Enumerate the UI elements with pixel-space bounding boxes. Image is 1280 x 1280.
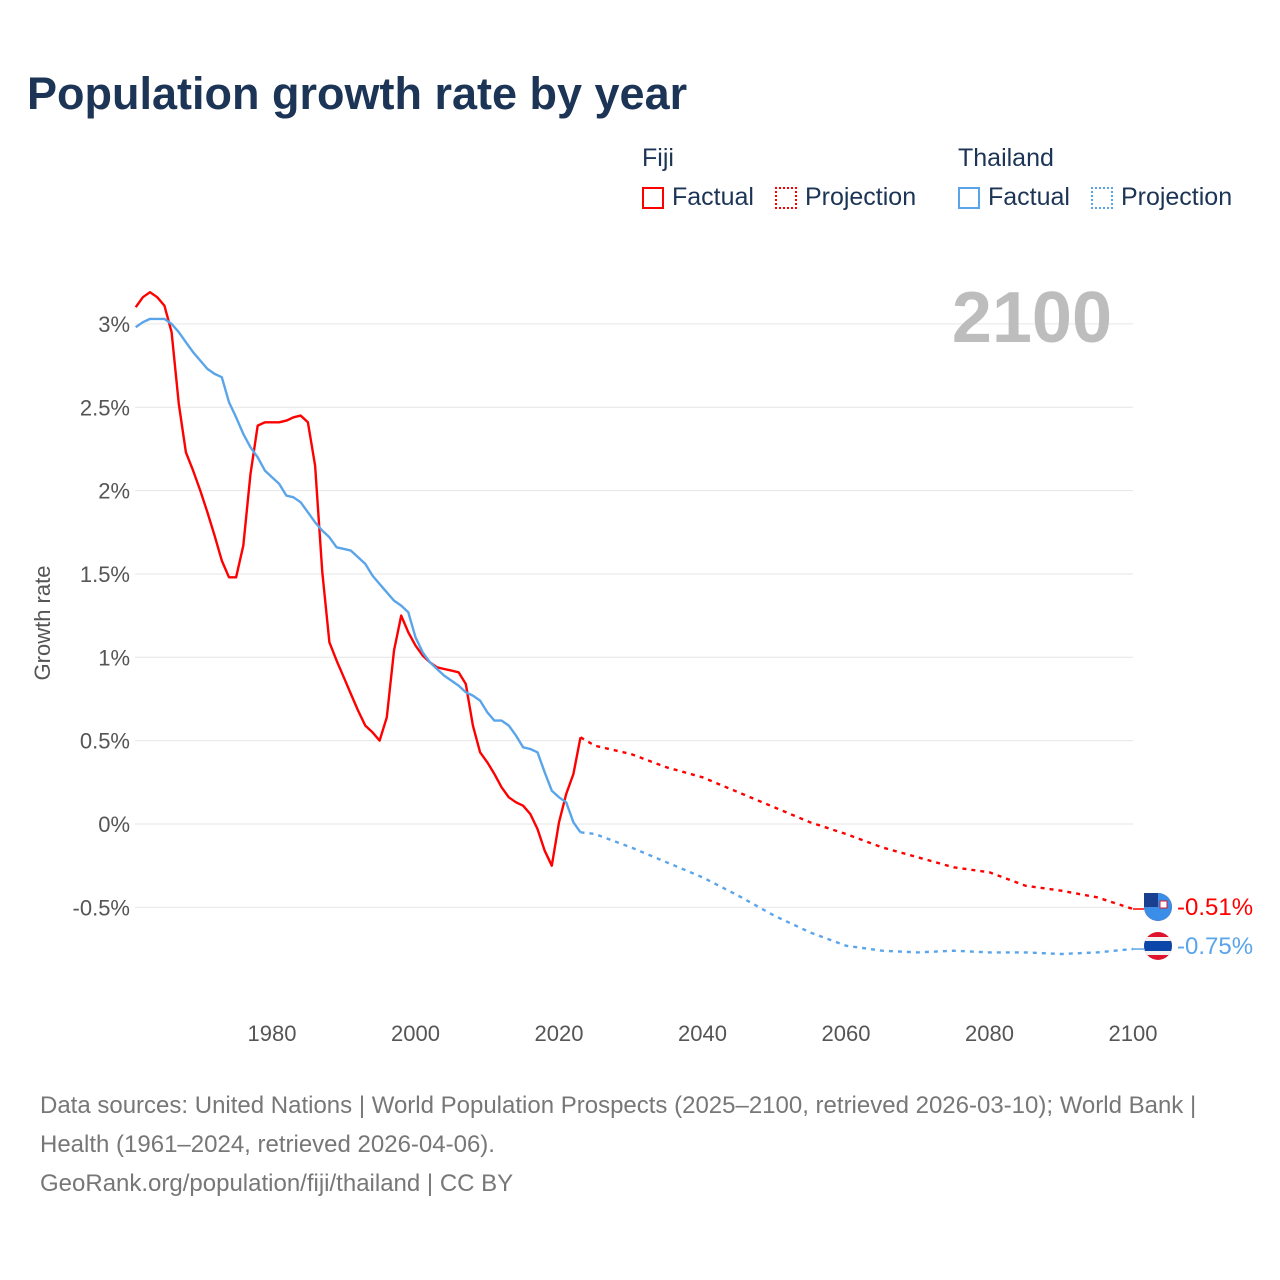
y-tick-label: 0.5% [80, 729, 130, 754]
x-tick-label: 2020 [535, 1021, 584, 1046]
y-tick-label: 1.5% [80, 562, 130, 587]
thailand-end-label: -0.75% [1177, 933, 1253, 960]
series-lines [134, 291, 1144, 956]
y-tick-label: -0.5% [73, 895, 130, 920]
legend-fiji: Fiji Factual Projection [642, 144, 930, 216]
legend-label: Factual [988, 183, 1070, 211]
legend-swatch-dotted [1090, 186, 1113, 209]
thailand-flag-icon [1144, 932, 1172, 960]
legend-swatch-solid [958, 186, 980, 209]
credit-link[interactable]: GeoRank.org/population/fiji/thailand | C… [40, 1170, 514, 1197]
thailand-factual-line [135, 317, 582, 833]
legend-fiji-factual[interactable]: Factual [642, 183, 754, 212]
x-tick-label: 2040 [678, 1021, 727, 1046]
year-indicator: 2100 [952, 278, 1112, 358]
x-tick-label: 2060 [822, 1021, 871, 1046]
fiji-flag-icon [1144, 893, 1172, 921]
y-axis-ticks: -0.5% 0% 0.5% 1% 1.5% 2% 2.5% 3% [73, 312, 130, 920]
legend-group-name: Thailand [958, 144, 1054, 172]
x-tick-label: 2000 [391, 1021, 440, 1046]
footer: Data sources: United Nations | World Pop… [40, 1086, 1240, 1203]
y-tick-label: 1% [98, 645, 130, 670]
gridlines [135, 323, 1133, 908]
chart-title: Population growth rate by year [27, 68, 688, 119]
legend-fiji-projection[interactable]: Projection [774, 183, 917, 212]
legend-group-name: Fiji [642, 144, 674, 172]
x-tick-label: 2080 [965, 1021, 1014, 1046]
y-tick-label: 3% [98, 312, 130, 337]
x-axis-ticks: 1980 2000 2020 2040 2060 2080 2100 [248, 1021, 1158, 1046]
y-tick-label: 2.5% [80, 395, 130, 420]
legend-swatch-dotted [774, 186, 797, 209]
data-sources: Data sources: United Nations | World Pop… [40, 1092, 1197, 1158]
y-axis-title: Growth rate [30, 566, 55, 681]
fiji-end-label: -0.51% [1177, 894, 1253, 921]
legend-thailand-projection[interactable]: Projection [1090, 183, 1233, 212]
x-tick-label: 1980 [248, 1021, 297, 1046]
y-tick-label: 0% [98, 812, 130, 837]
end-markers: -0.51% -0.75% [1144, 893, 1253, 960]
x-tick-label: 2100 [1109, 1021, 1158, 1046]
legend-label: Factual [672, 183, 754, 211]
y-tick-label: 2% [98, 479, 130, 504]
fiji-projection-line [579, 736, 1134, 911]
fiji-factual-line [134, 291, 582, 867]
legend-swatch-solid [642, 186, 664, 209]
legend-thailand: Thailand Factual Projection [958, 144, 1246, 216]
legend-thailand-factual[interactable]: Factual [958, 183, 1070, 212]
legend-label: Projection [804, 183, 917, 211]
legend-label: Projection [1120, 183, 1233, 211]
thailand-projection-line [580, 831, 1134, 956]
